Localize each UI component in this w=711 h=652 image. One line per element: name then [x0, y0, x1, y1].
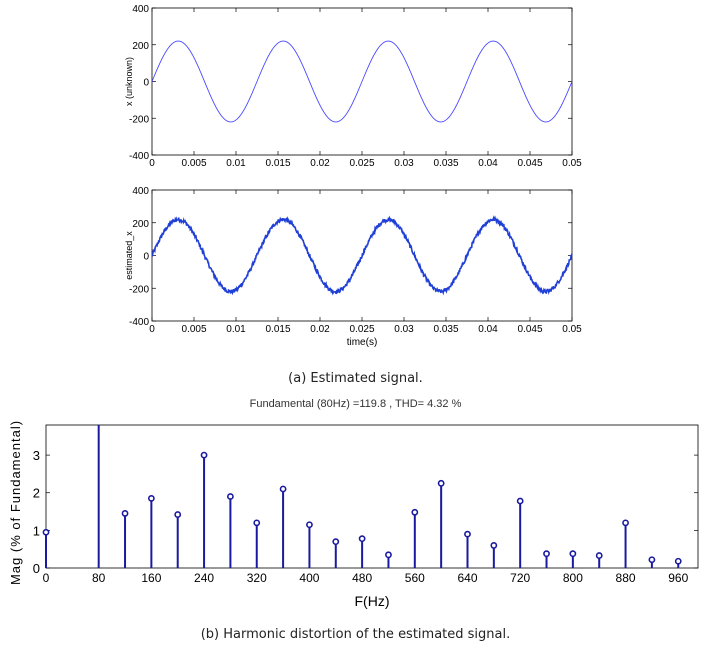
caption-a: (a) Estimated signal. [288, 371, 423, 386]
x-tick-label: 400 [299, 571, 319, 585]
y-tick-label: 0 [33, 561, 40, 576]
y-tick-label: 0 [143, 78, 149, 89]
stem-marker-0hz [42, 528, 50, 536]
x-tick-label: 480 [352, 571, 372, 585]
y-tick-label: -200 [129, 114, 149, 125]
stem-marker-920hz [648, 556, 656, 564]
x-tick-label: 0.035 [433, 324, 458, 335]
x-tick-label: 880 [616, 571, 636, 585]
x-tick-label: 0.045 [517, 324, 542, 335]
x-tick-label: 0 [149, 158, 155, 169]
stem-marker-480hz [358, 535, 366, 543]
stem-marker-880hz [622, 519, 629, 527]
x-tick-label: 0 [43, 571, 50, 585]
signal-line [151, 40, 573, 123]
y-axis-label: x (unknown) [124, 57, 134, 106]
x-tick-label: 0.025 [349, 158, 374, 169]
caption-b: (b) Harmonic distortion of the estimated… [200, 627, 511, 642]
y-tick-label: -400 [129, 151, 149, 162]
stem-marker-600hz [437, 479, 445, 487]
x-tick-label: 0 [149, 324, 155, 335]
stem-marker-680hz [490, 542, 498, 549]
plot-frame [45, 424, 699, 569]
time-plot-2: 0 0.005 0.01 0.015 0.02 0.025 0.03 0.035 0.04 0.0… [124, 186, 582, 348]
y-tick-label: 200 [132, 41, 149, 52]
y-tick-label: 1 [33, 523, 40, 538]
x-tick-label: 0.04 [478, 324, 498, 335]
stem-marker-400hz [306, 521, 313, 529]
y-tick-label: 400 [132, 186, 149, 197]
signal-line [151, 215, 573, 296]
stem-marker-560hz [411, 508, 419, 516]
x-tick-label: 800 [563, 571, 583, 585]
stem-marker-320hz [253, 519, 261, 527]
x-tick-label: 0.035 [433, 158, 458, 169]
x-tick-label: 320 [247, 571, 267, 585]
x-tick-label: 0.03 [394, 158, 414, 169]
x-tick-label: 0.05 [562, 158, 582, 169]
x-axis-label: F(Hz) [355, 593, 390, 609]
x-tick-label: 0.02 [310, 158, 330, 169]
stem-marker-640hz [464, 530, 471, 538]
x-tick-label: 560 [405, 571, 425, 585]
x-tick-label: 0.05 [562, 324, 582, 335]
x-tick-label: 0.005 [181, 158, 206, 169]
x-tick-label: 0.02 [310, 324, 330, 335]
x-tick-label: 0.04 [478, 158, 498, 169]
stem-marker-960hz [674, 557, 682, 565]
x-tick-label: 0.045 [517, 158, 542, 169]
y-tick-label: 2 [33, 486, 40, 501]
x-axis-label: time(s) [347, 337, 378, 348]
stem-marker-520hz [385, 551, 392, 559]
x-tick-label: 0.015 [265, 158, 290, 169]
x-tick-label: 80 [92, 571, 106, 585]
x-tick-label: 720 [510, 571, 530, 585]
stem-marker-120hz [121, 510, 129, 517]
spectrum-title: Fundamental (80Hz) =119.8 , THD= 4.32 % [249, 398, 462, 410]
x-tick-label: 640 [457, 571, 477, 585]
x-tick-label: 0.01 [226, 324, 246, 335]
y-tick-label: 200 [132, 219, 149, 230]
time-plot-1: 0 0.005 0.01 0.015 0.02 0.025 0.03 0.035 0.04 0.0… [124, 4, 582, 169]
stem-marker-440hz [332, 538, 340, 546]
stem-marker-160hz [147, 494, 155, 502]
x-tick-label: 0.015 [265, 324, 290, 335]
y-tick-label: 400 [132, 4, 149, 15]
x-tick-label: 240 [194, 571, 214, 585]
y-tick-label: -400 [129, 317, 149, 328]
stem-marker-280hz [227, 493, 234, 500]
y-axis-label: estimated_x [124, 231, 134, 280]
stem-marker-720hz [516, 497, 524, 505]
stem-marker-840hz [595, 552, 603, 559]
x-tick-label: 960 [668, 571, 688, 585]
y-axis-label: Mag (% of Fundamental) [8, 420, 23, 585]
x-tick-label: 0.025 [349, 324, 374, 335]
x-tick-label: 0.01 [226, 158, 246, 169]
stem-marker-240hz [200, 451, 208, 459]
x-tick-label: 160 [141, 571, 161, 585]
y-tick-label: 3 [33, 448, 40, 463]
spectrum-plot: 0 80 160 240 320 400 480 560 640 720 800 880 960 0 1 2 3… [8, 420, 699, 609]
stem-marker-760hz [543, 550, 550, 558]
y-tick-label: 0 [143, 252, 149, 263]
stem-marker-800hz [569, 550, 577, 558]
y-tick-label: -200 [129, 284, 149, 295]
stem-marker-360hz [279, 485, 287, 493]
x-tick-label: 0.005 [181, 324, 206, 335]
x-tick-label: 0.03 [394, 324, 414, 335]
stem-marker-200hz [174, 511, 182, 518]
